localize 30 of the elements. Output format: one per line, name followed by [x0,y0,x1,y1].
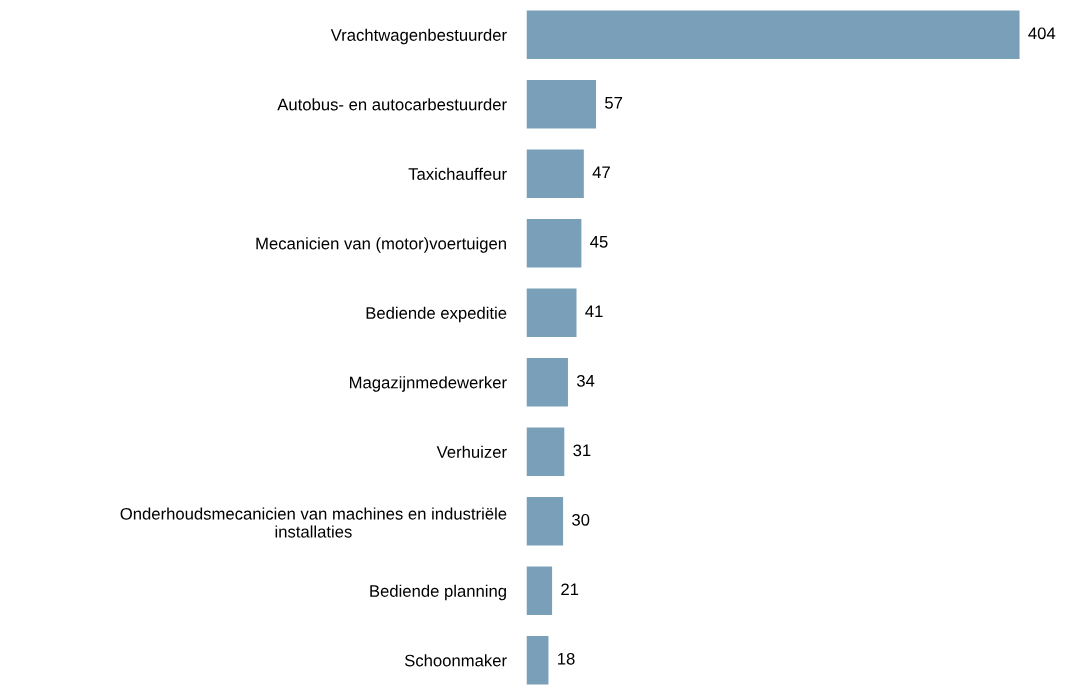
data-label: 34 [576,374,595,387]
bar [526,357,568,407]
y-tick-label: Bediende expeditie [366,306,507,323]
y-tick-label: Mecanicien van (motor)voertuigen [256,237,506,253]
y-tick-label: Taxichauffeur [408,167,507,180]
bar [526,566,553,616]
y-tick-label: Magazijnmedewerker [350,376,507,392]
bar [526,149,584,199]
y-tick-label: Bediende planning [370,584,506,601]
bar [526,635,549,685]
data-label: 18 [558,652,575,665]
data-label: 404 [1028,27,1056,40]
data-label: 30 [572,513,590,526]
data-label: 31 [573,444,591,457]
bar [526,79,597,129]
bar [526,427,565,477]
data-label: 41 [585,305,603,318]
bar [526,10,1020,60]
bar [526,288,577,338]
y-tick-label: Autobus- en autocarbestuurder [277,98,507,111]
y-tick-label: Verhuizer [436,445,507,458]
y-tick-label: Onderhoudsmecanicien van machines en industriële installaties [120,507,507,538]
data-label: 21 [561,583,579,596]
data-label: 45 [590,236,608,248]
bar [526,496,564,546]
bar [526,218,582,268]
data-label: 57 [605,97,623,109]
y-tick-label: Schoonmaker [404,654,507,667]
y-tick-label: Vrachtwagenbestuurder [330,28,507,45]
data-label: 47 [592,166,610,179]
